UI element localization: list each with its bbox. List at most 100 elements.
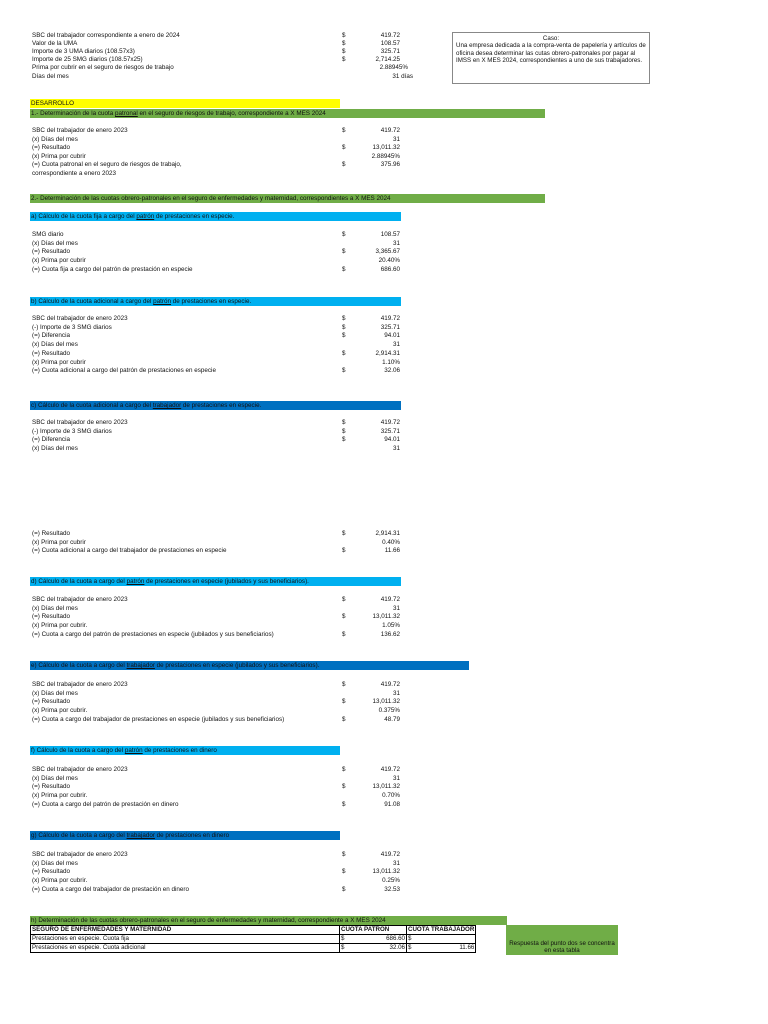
summary-table: SEGURO DE ENFERMEDADES Y MATERNIDAD CUOT… [30, 925, 477, 953]
calc-row-value: 91.08 [384, 800, 400, 808]
calc-row-label: (=) Diferencia [32, 332, 70, 340]
calc-row: (=) Cuota a cargo del patrón de prestaci… [0, 801, 768, 809]
calc-row: (x) Días del mes 31 [0, 445, 768, 453]
calc-row-value: 419.72 [380, 596, 400, 603]
calc-row-label: (=) Cuota patronal en el seguro de riesg… [32, 161, 182, 169]
calc-row: (=) Cuota a cargo del patrón de prestaci… [0, 631, 768, 639]
calc-row: (x) Prima por cubrir. 0.375% [0, 707, 768, 715]
calc-row-currency: $ [342, 419, 346, 426]
calc-row-currency: $ [342, 323, 346, 331]
calc-row-currency: $ [342, 547, 346, 555]
calc-row-value: 94.01 [384, 436, 400, 444]
calc-row: (-) Importe de 3 SMG diarios $325.71 [0, 428, 768, 436]
calc-row-value: 419.72 [380, 766, 400, 773]
summary-header-concept: SEGURO DE ENFERMEDADES Y MATERNIDAD [30, 925, 340, 935]
calc-row-label: (x) Días del mes [32, 135, 78, 143]
calc-row-currency: $ [342, 800, 346, 808]
calc-row-value: 31 [392, 689, 400, 697]
section-c-heading: c) Cálculo de la cuota adicional a cargo… [30, 401, 401, 410]
calc-row-currency: $ [342, 349, 346, 357]
calc-row-value: 48.79 [384, 715, 400, 723]
calc-row-label: (x) Prima por cubrir [32, 152, 86, 160]
calc-row-value: 13,011.32 [372, 613, 400, 621]
calc-row-value: 325.71 [380, 48, 400, 56]
calc-row-label: Importe de 3 UMA diarios (108.57x3) [32, 48, 135, 56]
calc-row: SBC del trabajador de enero 2023 $419.72 [0, 851, 768, 859]
calc-row-value: 2,914.31 [375, 530, 400, 537]
calc-row-value: 11.66 [384, 547, 400, 555]
calc-row-currency: $ [342, 868, 346, 876]
calc-row-currency: $ [342, 436, 346, 444]
calc-row-value: 0.40% [382, 538, 400, 546]
calc-row-currency: $ [342, 613, 346, 621]
case-text: Una empresa dedicada a la compra-venta d… [456, 42, 646, 65]
calc-row-currency: $ [342, 40, 346, 48]
summary-header-patron: CUOTA PATRÓN [339, 925, 407, 935]
calc-row-label: (x) Prima por cubrir. [32, 792, 88, 800]
summary-concept: Prestaciones en especie. Cuota fija [30, 934, 340, 944]
calc-row-value: 2.88945% [371, 152, 400, 160]
calc-row-value: 0.375% [378, 707, 400, 715]
calc-row-label: (x) Prima por cubrir [32, 538, 86, 546]
calc-row: Días del mes 31 días [0, 73, 768, 81]
calc-row-currency: $ [342, 596, 346, 603]
calc-row-label: (x) Prima por cubrir. [32, 707, 88, 715]
calc-row-label: Importe de 25 SMG diarios (108.57x25) [32, 56, 143, 64]
calc-row: (=) Resultado $3,365.67 [0, 248, 768, 256]
calc-row-label: SBC del trabajador correspondiente a ene… [32, 32, 180, 39]
calc-row-label: (-) Importe de 3 SMG diarios [32, 427, 112, 435]
section-e-heading: e) Cálculo de la cuota a cargo del traba… [30, 661, 469, 670]
section-h-heading: h) Determinación de las cuotas obrero-pa… [30, 916, 507, 925]
calc-row: (x) Días del mes 31 [0, 605, 768, 613]
table-row: Prestaciones en especie. Cuota fija $ 68… [30, 934, 477, 944]
calc-row-label: (=) Cuota adicional a cargo del patrón d… [32, 367, 216, 375]
summary-header-trabajador: CUOTA TRABAJADOR [405, 925, 477, 935]
calc-row-value: 1.10% [382, 358, 400, 366]
calc-row-label: (x) Días del mes [32, 689, 78, 697]
calc-row: (-) Importe de 3 SMG diarios $325.71 [0, 324, 768, 332]
calc-row-value: 31 [392, 445, 400, 453]
calc-row-currency: $ [342, 32, 346, 39]
calc-row-label: SBC del trabajador de enero 2023 [32, 681, 128, 688]
calc-row-label: (=) Cuota a cargo del trabajador de pres… [32, 885, 189, 893]
calc-row-value: 108.57 [380, 231, 400, 238]
calc-row-value: 3,365.67 [375, 248, 400, 256]
calc-row-value: 13,011.32 [372, 868, 400, 876]
calc-row-value: 325.71 [380, 323, 400, 331]
calc-row: SBC del trabajador de enero 2023 $419.72 [0, 315, 768, 323]
summary-header-row: SEGURO DE ENFERMEDADES Y MATERNIDAD CUOT… [30, 925, 477, 935]
calc-row: (x) Prima por cubrir. 0.25% [0, 877, 768, 885]
calc-row-value: 0.70% [382, 792, 400, 800]
calc-row-value: 1.05% [382, 622, 400, 630]
calc-row-value: 136.62 [380, 630, 400, 638]
calc-row-label: (x) Prima por cubrir [32, 358, 86, 366]
calc-row: (x) Días del mes 31 [0, 341, 768, 349]
calc-row-value: 31 [392, 774, 400, 782]
calc-row-value: 13,011.32 [372, 698, 400, 706]
calc-row-label: (x) Prima por cubrir. [32, 877, 88, 885]
calc-row-label: (=) Resultado [32, 783, 70, 791]
calc-row-label: (=) Resultado [32, 868, 70, 876]
calc-row-label: (=) Cuota a cargo del patrón de prestaci… [32, 800, 179, 808]
calc-row-label: (x) Prima por cubrir. [32, 622, 88, 630]
calc-row-value: 419.72 [380, 127, 400, 134]
calc-row: Importe de 25 SMG diarios (108.57x25) $2,… [0, 56, 768, 64]
calc-row-label: (=) Resultado [32, 613, 70, 621]
calc-row-label: (=) Diferencia [32, 436, 70, 444]
calc-row-label: (=) Cuota fija a cargo del patrón de pre… [32, 265, 193, 273]
calc-row-value: 32.06 [384, 367, 400, 375]
calc-row-currency: $ [342, 231, 346, 238]
calc-row-value: 0.25% [382, 877, 400, 885]
calc-row-value: 31 [392, 239, 400, 247]
calc-row-label: (x) Días del mes [32, 341, 78, 349]
calc-row-currency: $ [342, 332, 346, 340]
calc-row: (x) Días del mes 31 [0, 860, 768, 868]
calc-row-value: 94.01 [384, 332, 400, 340]
calc-row-label: (x) Días del mes [32, 604, 78, 612]
calc-row-label: SBC del trabajador de enero 2023 [32, 766, 128, 773]
calc-row-value: 31 [392, 859, 400, 867]
summary-trabajador-value: 11.66 [415, 943, 477, 953]
calc-row-label: (=) Resultado [32, 530, 70, 537]
calc-row: (=) Resultado $13,011.32 [0, 144, 768, 152]
calc-row-label: SBC del trabajador de enero 2023 [32, 596, 128, 603]
